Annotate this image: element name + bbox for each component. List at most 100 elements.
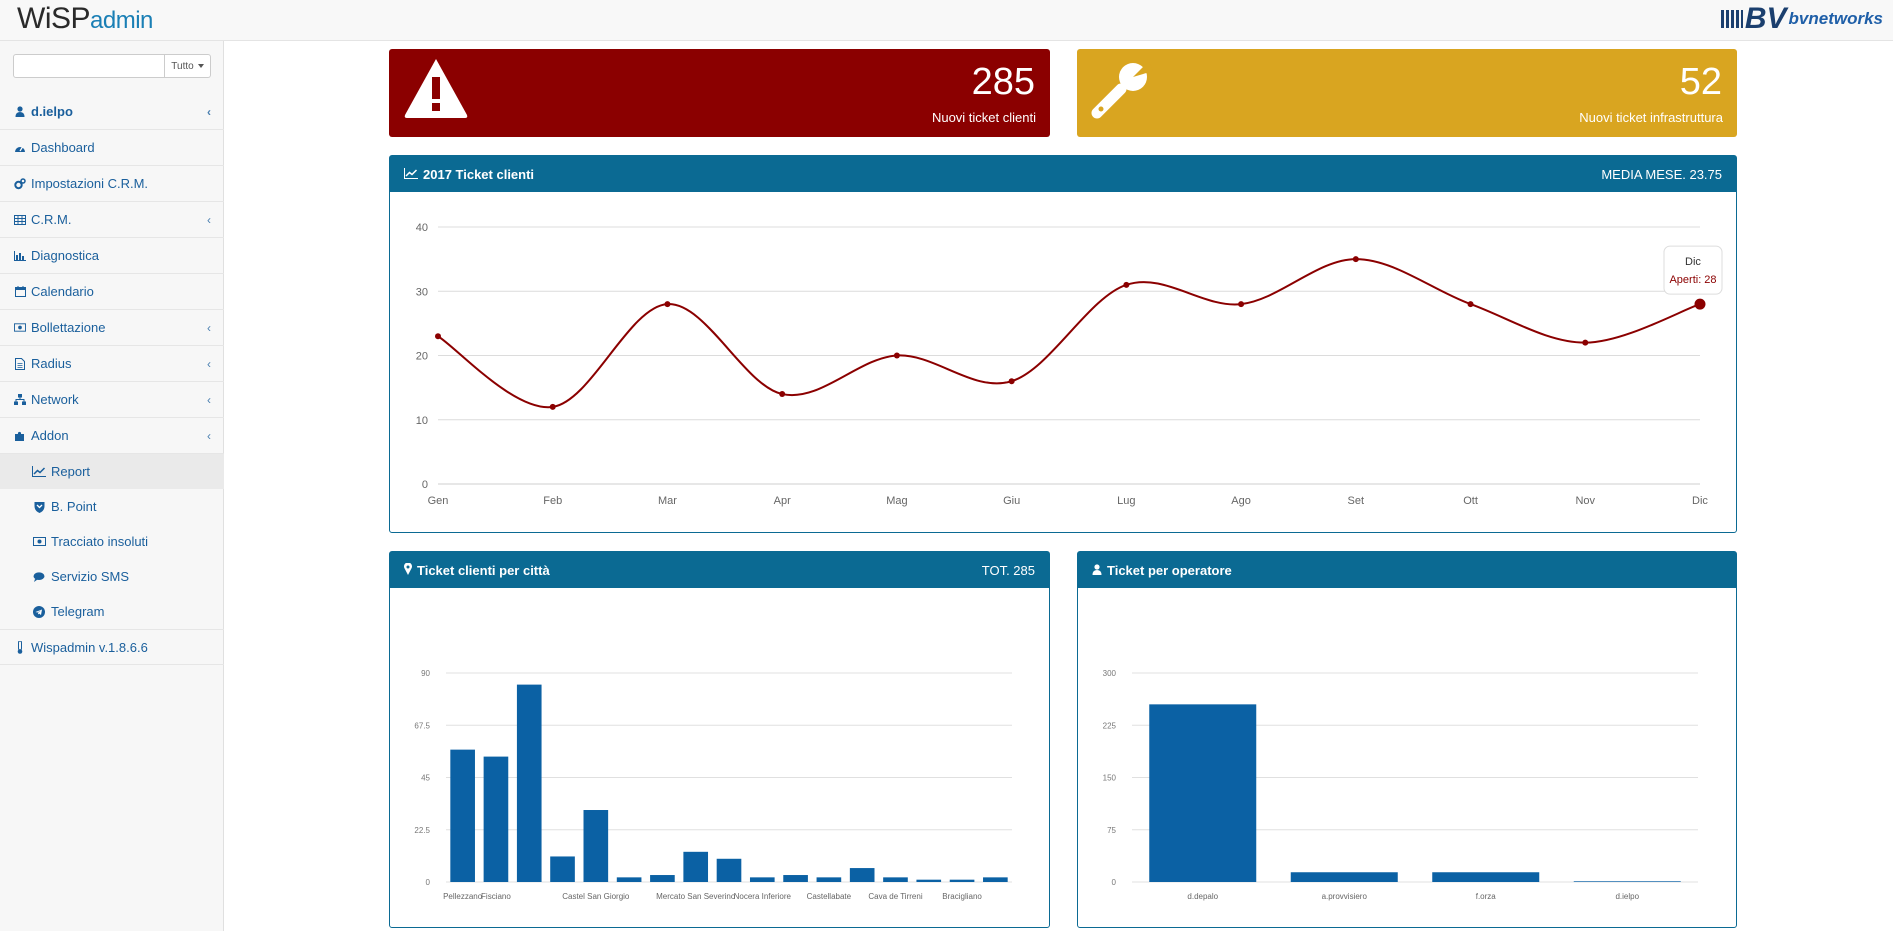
bar [1290,872,1398,882]
sidebar-subitem-telegram[interactable]: Telegram [0,594,224,629]
data-point [1352,256,1359,263]
wrench-icon [1091,57,1157,123]
bar [650,875,675,882]
sidebar-item-addon[interactable]: Addon ‹ [0,418,224,454]
wispadmin-logo[interactable]: WiSPadmin [17,2,153,36]
sidebar-item-bollettazione[interactable]: Bollettazione ‹ [0,310,224,346]
chevron-left-icon: ‹ [207,321,211,335]
sidebar-item-calendario[interactable]: Calendario [0,274,224,310]
search-filter-value: Tutto [171,60,194,72]
sidebar-subitem-report[interactable]: Report [0,454,224,489]
sidebar-item-diagnostica[interactable]: Diagnostica [0,238,224,274]
x-tick-label: d.ielpo [1615,892,1639,901]
sidebar-item-label: Network [31,392,79,407]
sidebar-item-label: C.R.M. [31,212,72,227]
sidebar-subitem-tracciato-insoluti[interactable]: Tracciato insoluti [0,524,224,559]
bar-chart-icon [14,250,26,262]
sidebar-item-network[interactable]: Network ‹ [0,382,224,418]
bar [1573,881,1681,882]
sidebar-item-version[interactable]: Wispadmin v.1.8.6.6 [0,629,224,665]
puzzle-icon [14,430,26,442]
bar [816,877,842,882]
bar [683,851,709,882]
bar [483,756,509,882]
bar [949,879,975,882]
logo-wsp-text: WiSP [17,2,91,35]
search-filter-select[interactable]: Tutto [165,54,211,78]
sidebar-item-label: d.ielpo [31,104,73,119]
caret-down-icon [197,64,204,68]
stat-nuovi-ticket-clienti[interactable]: 285 Nuovi ticket clienti [389,49,1050,137]
stat-label: Nuovi ticket clienti [931,110,1036,125]
operator-bar-chart: 0 75 150 225 300 d.depalo a.provvisiero f.orza d… [1103,669,1698,901]
line-chart: 0 10 20 30 40 Gen Feb Mar Apr Mag Giu Lug Ago Set Ott N… [416,222,1723,507]
x-tick-label: a.provvisiero [1322,892,1368,901]
sidebar-item-label: Diagnostica [31,248,99,263]
panel-header: 2017 Ticket clienti MEDIA MESE. 23.75 [390,156,1736,192]
y-tick-label: 22.5 [414,826,430,835]
data-point [1582,339,1589,346]
y-tick-label: 225 [1103,721,1117,730]
y-tick-label: 150 [1103,774,1117,783]
data-point [549,403,556,410]
y-tick-label: 40 [416,222,428,234]
bar [583,810,609,882]
bar [749,877,775,882]
cogs-icon [14,177,26,190]
data-point [1238,301,1245,308]
search-input[interactable] [13,54,165,78]
telegram-icon [32,605,46,618]
warning-icon [403,57,469,123]
sidebar-item-label: Radius [31,356,72,371]
chevron-left-icon: ‹ [207,357,211,371]
sidebar-item-crm[interactable]: C.R.M. ‹ [0,202,224,238]
x-tick-label: Castellabate [807,892,852,901]
x-tick-label: Giu [1003,495,1020,507]
bar [983,877,1008,882]
panel-title: Ticket clienti per città [417,562,550,578]
x-tick-label: d.depalo [1187,892,1218,901]
bar [550,856,575,882]
x-tick-label: Mercato San Severino [656,892,736,901]
sidebar-item-impostazioni-crm[interactable]: Impostazioni C.R.M. [0,166,224,202]
x-tick-label: Feb [543,495,562,507]
sidebar-item-dashboard[interactable]: Dashboard [0,130,224,166]
stat-nuovi-ticket-infrastruttura[interactable]: 52 Nuovi ticket infrastruttura [1077,49,1737,137]
brand-mark-text: BV [1744,2,1787,35]
top-bar: WiSPadmin BV bvnetworks [0,0,1893,41]
x-tick-label: Cava de Tirreni [868,892,922,901]
bar [516,684,542,882]
y-tick-label: 90 [421,669,430,678]
money-icon [32,536,46,548]
y-tick-label: 0 [1112,878,1117,887]
x-tick-label: Set [1348,495,1365,507]
sidebar-item-radius[interactable]: Radius ‹ [0,346,224,382]
x-tick-label: Nocera Inferiore [734,892,792,901]
bar [883,877,908,882]
sitemap-icon [14,394,26,406]
data-point [1123,281,1130,288]
logo-admin-text: admin [90,7,153,34]
sidebar-item-user[interactable]: d.ielpo ‹ [0,94,224,130]
sidebar-item-label: Addon [31,428,69,443]
chevron-left-icon: ‹ [207,393,211,407]
sidebar-item-label: Impostazioni C.R.M. [31,176,149,191]
chevron-left-icon: ‹ [207,429,211,443]
bar [1149,704,1257,882]
y-tick-label: 67.5 [414,721,430,730]
y-tick-label: 30 [416,286,428,298]
data-point [664,301,671,308]
sidebar-subitem-b-point[interactable]: B. Point [0,489,224,524]
sidebar-subitem-label: Tracciato insoluti [51,534,149,549]
panel-summary: MEDIA MESE. 23.75 [1601,166,1722,182]
bar [849,868,875,882]
stat-label: Nuovi ticket infrastruttura [1579,110,1723,125]
bar [783,875,808,882]
x-tick-label: Nov [1575,495,1595,507]
sidebar-subitem-servizio-sms[interactable]: Servizio SMS [0,559,224,594]
sidebar-menu: d.ielpo ‹ Dashboard Impostazioni C.R.M. … [0,94,224,665]
x-tick-label: Mar [658,495,677,507]
tooltip-box [1663,245,1723,295]
comment-icon [32,571,46,583]
